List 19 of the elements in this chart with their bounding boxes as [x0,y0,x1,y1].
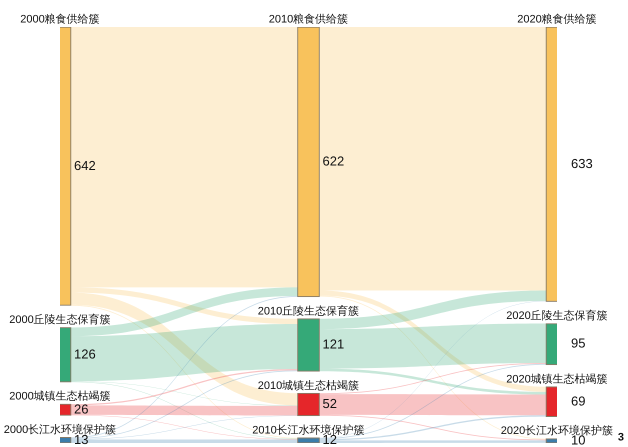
data-label: 95 [571,336,586,351]
data-label: 121 [322,336,344,352]
category-label: 2000粮食供给簇 [20,12,100,26]
category-label: 2010粮食供给簇 [268,12,348,26]
category-label: 2020粮食供给簇 [517,12,597,26]
category-label: 2010城镇生态枯竭簇 [258,378,360,392]
data-label: 642 [74,158,96,173]
data-label: 622 [322,153,344,168]
category-label: 2020城镇生态枯竭簇 [506,372,608,386]
data-label: 633 [571,156,593,171]
category-label: 2000丘陵生态保育簇 [9,312,111,326]
category-label: 2020丘陵生态保育簇 [506,309,608,322]
data-label: 69 [571,393,586,408]
category-label: 2000城镇生态枯竭簇 [9,390,111,403]
category-label: 2010丘陵生态保育簇 [258,304,360,318]
data-label: 52 [322,396,337,412]
data-label: 126 [74,346,96,362]
text: 3 [618,432,624,444]
data-label: 26 [74,401,88,416]
